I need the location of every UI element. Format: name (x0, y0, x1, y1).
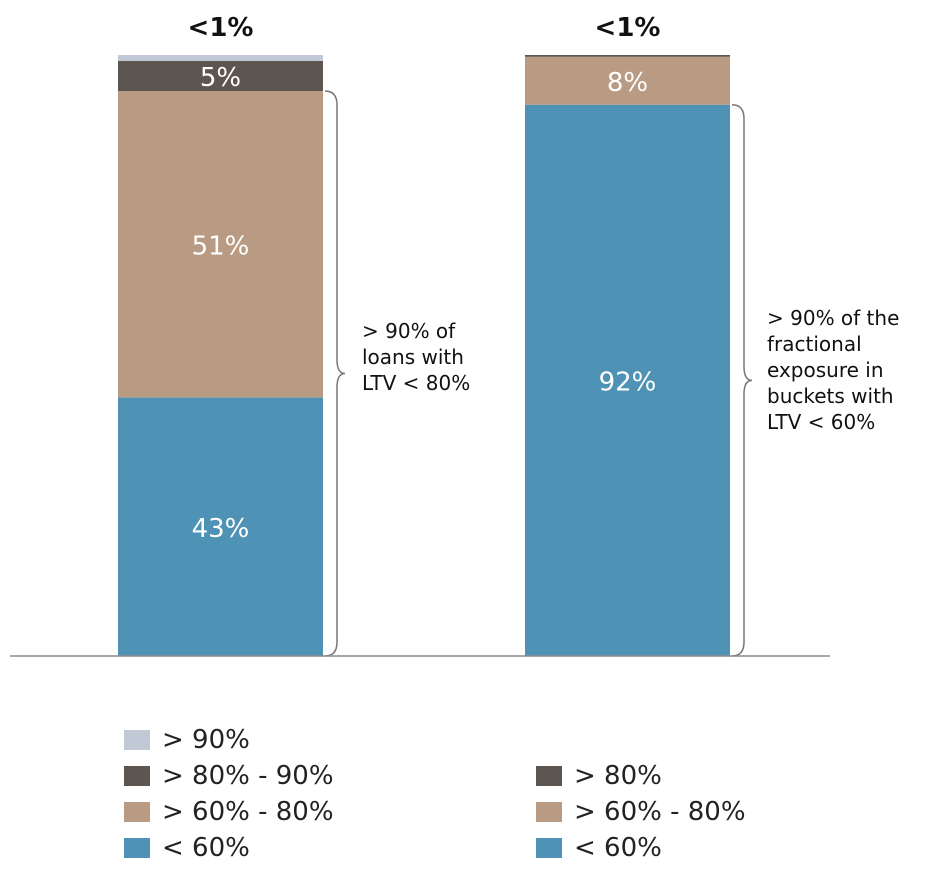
bar-1-annotation: > 90% of loans with LTV < 80% (362, 318, 470, 396)
legend-swatch (124, 838, 150, 858)
annotation-line: > 90% of (362, 319, 456, 343)
bar-2-top-label: <1% (595, 13, 661, 43)
bar-1-brace (324, 90, 346, 657)
legend-label: > 60% - 80% (162, 797, 334, 827)
bar-1-segment-gt60 (118, 91, 323, 398)
legend-label: > 80% (574, 761, 662, 791)
bar-1-top-label: <1% (188, 13, 254, 43)
legend-label: < 60% (574, 833, 662, 863)
legend-swatch (536, 838, 562, 858)
annotation-line: loans with (362, 345, 464, 369)
legend-swatch (124, 730, 150, 750)
annotation-line: exposure in (767, 358, 884, 382)
bar-2-data-label-lt60: 92% (599, 367, 657, 397)
legend-item-lt60: < 60% (124, 830, 334, 866)
legend-item-gt60: > 60% - 80% (536, 794, 746, 830)
legend-item-gt80: > 80% (536, 758, 746, 794)
bar-2-segment-gt60 (525, 56, 730, 105)
legend-right: > 80% > 60% - 80% < 60% (536, 758, 746, 866)
legend-item-gt90: > 90% (124, 722, 334, 758)
bar-1-data-label-gt80: 5% (200, 63, 241, 93)
bar-2-segment-lt60 (525, 104, 730, 657)
legend-item-gt80: > 80% - 90% (124, 758, 334, 794)
annotation-line: LTV < 60% (767, 410, 876, 434)
legend-label: > 90% (162, 725, 250, 755)
annotation-line: buckets with (767, 384, 894, 408)
bar-2-data-label-gt60: 8% (607, 68, 648, 98)
bar-1-data-label-lt60: 43% (192, 514, 250, 544)
bar-1-data-label-gt60: 51% (192, 231, 250, 261)
bar-1-segment-gt80 (118, 61, 323, 92)
legend-label: < 60% (162, 833, 250, 863)
bar-2-brace (731, 103, 753, 657)
legend-swatch (536, 802, 562, 822)
legend-left: > 90% > 80% - 90% > 60% - 80% < 60% (124, 722, 334, 866)
bar-1-segment-gt90 (118, 55, 323, 62)
legend-label: > 60% - 80% (574, 797, 746, 827)
legend-item-gt60: > 60% - 80% (124, 794, 334, 830)
bar-2-segment-gt80 (525, 55, 730, 57)
legend-swatch (536, 766, 562, 786)
bar-2-annotation: > 90% of the fractional exposure in buckets… (767, 305, 899, 435)
annotation-line: fractional (767, 332, 862, 356)
stacked-bar-chart: 43% 51% 5% <1% 92% 8% <1% (10, 13, 830, 657)
legend-item-lt60: < 60% (536, 830, 746, 866)
legend-label: > 80% - 90% (162, 761, 334, 791)
annotation-line: > 90% of the (767, 306, 900, 330)
bar-1-segment-lt60 (118, 397, 323, 656)
legend-swatch (124, 802, 150, 822)
annotation-line: LTV < 80% (362, 371, 471, 395)
legend-swatch (124, 766, 150, 786)
